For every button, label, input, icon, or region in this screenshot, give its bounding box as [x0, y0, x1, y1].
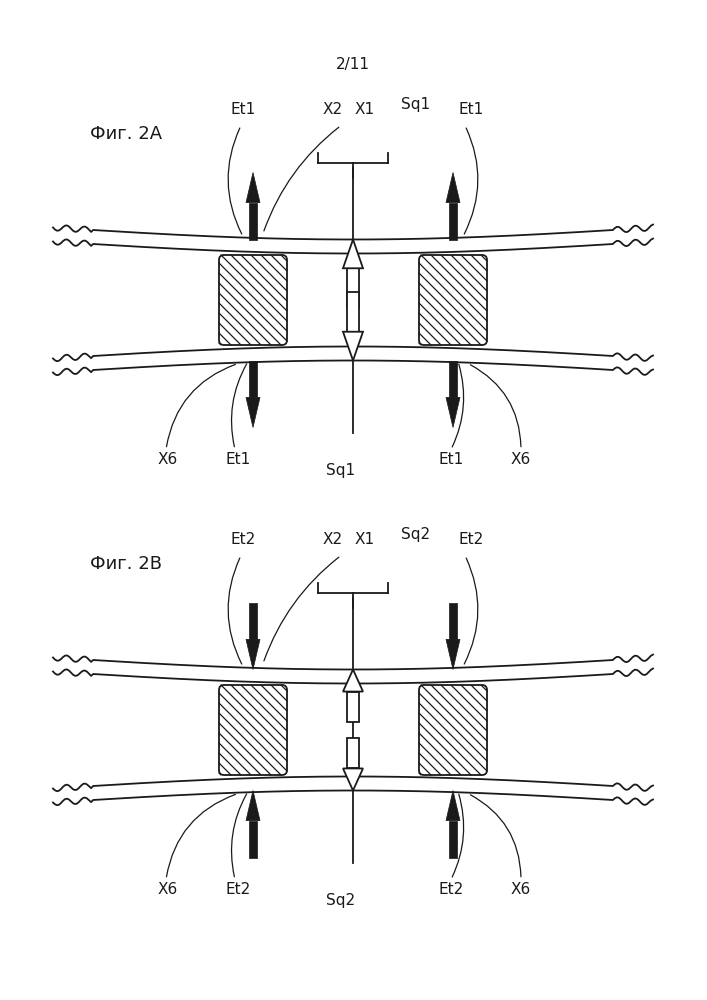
Text: Et2: Et2	[458, 532, 484, 548]
Text: Et1: Et1	[226, 452, 250, 468]
FancyBboxPatch shape	[419, 685, 487, 775]
FancyBboxPatch shape	[219, 255, 287, 345]
Polygon shape	[446, 172, 460, 203]
Polygon shape	[343, 332, 363, 360]
Polygon shape	[446, 639, 460, 670]
Polygon shape	[343, 239, 363, 268]
Polygon shape	[346, 292, 359, 332]
Text: Sq1: Sq1	[401, 98, 430, 112]
Polygon shape	[346, 692, 359, 722]
Polygon shape	[446, 790, 460, 821]
Text: X1: X1	[355, 103, 375, 117]
Polygon shape	[246, 639, 260, 670]
Text: Et1: Et1	[458, 103, 484, 117]
Text: Et2: Et2	[230, 532, 256, 548]
Polygon shape	[449, 360, 457, 397]
Text: X6: X6	[511, 452, 531, 468]
Text: Sq1: Sq1	[327, 462, 356, 478]
Text: Et1: Et1	[230, 103, 256, 117]
Text: 2/11: 2/11	[336, 57, 370, 73]
Text: Sq2: Sq2	[327, 892, 356, 908]
Polygon shape	[449, 602, 457, 639]
Text: X2: X2	[323, 532, 343, 548]
FancyBboxPatch shape	[219, 685, 287, 775]
Polygon shape	[249, 360, 257, 397]
Polygon shape	[249, 203, 257, 239]
Text: X6: X6	[158, 452, 178, 468]
Polygon shape	[343, 768, 363, 790]
Polygon shape	[449, 203, 457, 239]
Text: Sq2: Sq2	[401, 528, 430, 542]
Text: X2: X2	[323, 103, 343, 117]
Text: Фиг. 2A: Фиг. 2A	[90, 125, 162, 143]
Polygon shape	[249, 602, 257, 639]
Text: X6: X6	[511, 882, 531, 898]
Text: X1: X1	[355, 532, 375, 548]
Text: X6: X6	[158, 882, 178, 898]
Text: Et1: Et1	[438, 452, 464, 468]
Polygon shape	[346, 738, 359, 768]
Polygon shape	[446, 397, 460, 428]
Polygon shape	[246, 172, 260, 203]
Polygon shape	[246, 397, 260, 428]
Text: Фиг. 2B: Фиг. 2B	[90, 555, 162, 573]
Text: Et2: Et2	[438, 882, 464, 898]
Polygon shape	[449, 821, 457, 857]
Polygon shape	[249, 821, 257, 857]
FancyBboxPatch shape	[419, 255, 487, 345]
Text: Et2: Et2	[226, 882, 250, 898]
Polygon shape	[246, 790, 260, 821]
Polygon shape	[346, 268, 359, 308]
Polygon shape	[343, 670, 363, 692]
